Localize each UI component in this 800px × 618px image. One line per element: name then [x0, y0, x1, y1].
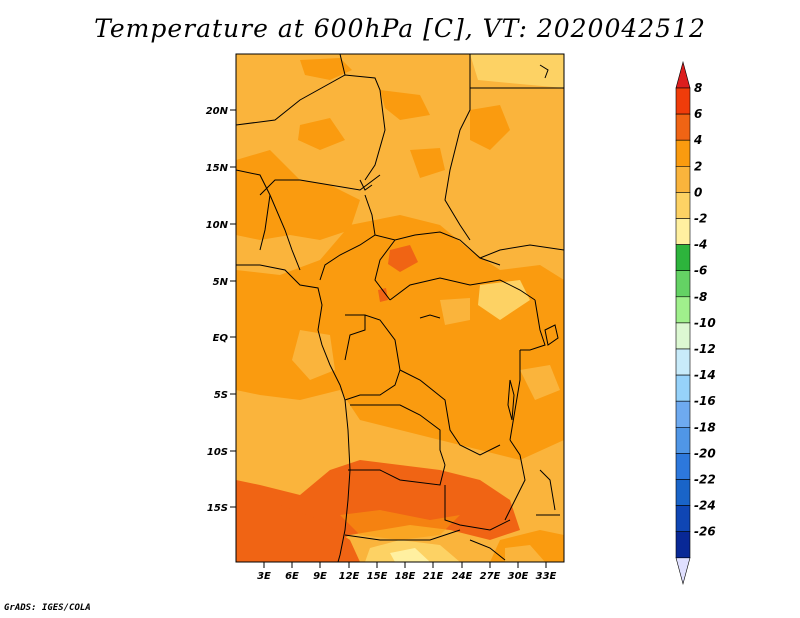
colorbar-arrow-bottom [675, 557, 691, 585]
colorbar-label: -20 [694, 446, 716, 460]
colorbar-arrow-top [675, 60, 691, 89]
colorbar-label: -4 [694, 238, 707, 252]
lat-label: 5N [213, 277, 229, 288]
lat-label: 20N [206, 106, 229, 117]
lon-label: 9E [313, 571, 327, 582]
lat-label: 5S [214, 390, 228, 401]
lat-label: EQ [213, 333, 229, 344]
colorbar-swatch [675, 296, 691, 324]
lon-label: 30E [508, 571, 529, 582]
colorbar-swatch [675, 166, 691, 193]
colorbar-swatch [675, 192, 691, 219]
colorbar-swatch [675, 505, 691, 533]
colorbar-label: 6 [694, 107, 702, 121]
colorbar-label: -14 [694, 368, 716, 382]
colorbar-label: -26 [694, 525, 716, 539]
colorbar-label: 2 [694, 159, 702, 173]
colorbar-label: -22 [694, 473, 716, 487]
lon-label: 15E [367, 571, 388, 582]
map-frame [235, 53, 565, 563]
colorbar-swatch [675, 270, 691, 298]
colorbar: 8 6 4 2 0 -2 -4 -6 -8 -10 -12 -14 -16 -18 -20 -22 -24 -26 [675, 60, 716, 585]
colorbar-swatch [675, 218, 691, 245]
colorbar-swatch [675, 426, 691, 454]
lon-label: 18E [395, 571, 416, 582]
colorbar-swatch [675, 139, 691, 167]
lon-label: 24E [452, 571, 473, 582]
colorbar-label: -16 [694, 394, 716, 408]
lon-label: 6E [285, 571, 299, 582]
colorbar-swatch [675, 400, 691, 428]
lon-label: 3E [257, 571, 271, 582]
longitude-axis: 3E 6E 9E 12E 15E 18E 21E 24E 27E 30E 33E [257, 562, 557, 582]
colorbar-swatch [675, 113, 691, 141]
country-borders [236, 54, 564, 562]
colorbar-label: 4 [693, 133, 702, 147]
colorbar-swatch [675, 531, 691, 559]
colorbar-label: 0 [694, 185, 702, 199]
colorbar-swatch [675, 87, 691, 115]
temperature-field [236, 54, 564, 562]
map-title: Temperature at 600hPa [C], VT: 202004251… [94, 14, 706, 43]
lat-label: 15S [207, 503, 228, 514]
colorbar-swatch [675, 244, 691, 272]
latitude-axis: 20N 15N 10N 5N EQ 5S 10S 15S [206, 106, 236, 514]
colorbar-swatch [675, 348, 691, 376]
grads-credit: GrADS: IGES/COLA [4, 603, 91, 613]
colorbar-swatch [675, 374, 691, 402]
lat-label: 10N [206, 220, 229, 231]
colorbar-label: -12 [694, 342, 716, 356]
colorbar-swatch [675, 479, 691, 506]
lat-label: 10S [207, 447, 228, 458]
colorbar-label: -18 [694, 420, 716, 434]
colorbar-swatch [675, 453, 691, 480]
colorbar-label: -6 [694, 264, 707, 278]
lat-label: 15N [206, 163, 229, 174]
lon-label: 27E [480, 571, 501, 582]
lon-label: 12E [339, 571, 360, 582]
colorbar-label: -10 [694, 316, 716, 330]
colorbar-label: 8 [694, 81, 702, 95]
colorbar-label: -24 [694, 499, 716, 513]
lon-label: 33E [536, 571, 557, 582]
colorbar-swatch [675, 322, 691, 350]
colorbar-label: -8 [694, 290, 707, 304]
colorbar-label: -2 [694, 212, 707, 226]
lon-label: 21E [423, 571, 444, 582]
